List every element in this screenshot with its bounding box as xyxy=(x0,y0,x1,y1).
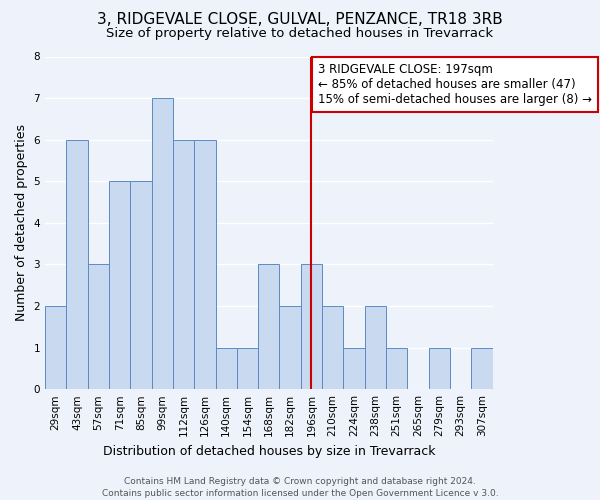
Bar xyxy=(88,264,109,389)
Bar xyxy=(365,306,386,389)
Bar xyxy=(322,306,343,389)
Bar xyxy=(471,348,493,389)
Bar xyxy=(428,348,450,389)
Bar xyxy=(194,140,215,389)
Text: 3 RIDGEVALE CLOSE: 197sqm
← 85% of detached houses are smaller (47)
15% of semi-: 3 RIDGEVALE CLOSE: 197sqm ← 85% of detac… xyxy=(318,62,592,106)
Bar xyxy=(152,98,173,389)
Bar xyxy=(343,348,365,389)
Bar xyxy=(386,348,407,389)
Bar xyxy=(301,264,322,389)
Bar xyxy=(173,140,194,389)
Text: 3, RIDGEVALE CLOSE, GULVAL, PENZANCE, TR18 3RB: 3, RIDGEVALE CLOSE, GULVAL, PENZANCE, TR… xyxy=(97,12,503,28)
Bar xyxy=(280,306,301,389)
Text: Size of property relative to detached houses in Trevarrack: Size of property relative to detached ho… xyxy=(106,28,494,40)
X-axis label: Distribution of detached houses by size in Trevarrack: Distribution of detached houses by size … xyxy=(103,444,435,458)
Bar xyxy=(237,348,258,389)
Bar xyxy=(258,264,280,389)
Bar xyxy=(215,348,237,389)
Y-axis label: Number of detached properties: Number of detached properties xyxy=(15,124,28,322)
Text: Contains HM Land Registry data © Crown copyright and database right 2024.
Contai: Contains HM Land Registry data © Crown c… xyxy=(101,476,499,498)
Bar xyxy=(67,140,88,389)
Bar xyxy=(45,306,67,389)
Bar xyxy=(109,182,130,389)
Bar xyxy=(130,182,152,389)
